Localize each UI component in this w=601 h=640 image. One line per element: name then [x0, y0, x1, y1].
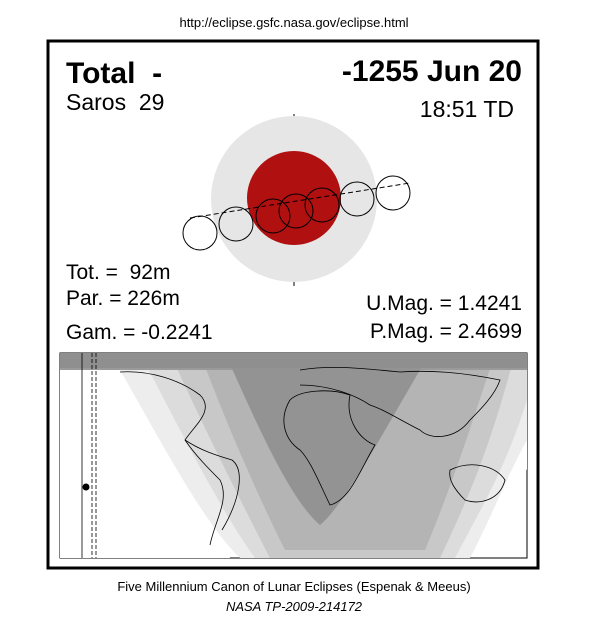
saros: Saros 29	[66, 89, 164, 115]
eclipse-type: Total -	[66, 57, 162, 90]
frame	[46, 39, 540, 570]
umbral-mag: U.Mag. = 1.4241	[366, 292, 522, 315]
eclipse-date: -1255 Jun 20	[342, 55, 522, 88]
url: http://eclipse.gsfc.nasa.gov/eclipse.htm…	[179, 15, 408, 30]
sub-lunar-point	[82, 483, 90, 491]
totality: Tot. = 92m	[66, 261, 170, 284]
umbra	[247, 151, 341, 245]
gamma: Gam. = -0.2241	[66, 321, 213, 344]
time: 18:51 TD	[420, 96, 514, 122]
footer-title: Five Millennium Canon of Lunar Eclipses …	[117, 579, 470, 594]
footer-reference: NASA TP-2009-214172	[226, 599, 363, 614]
moon-path	[189, 182, 411, 219]
penumbral-mag: P.Mag. = 2.4699	[370, 320, 522, 343]
shadow-diagram	[182, 114, 411, 286]
partial: Par. = 226m	[66, 287, 180, 310]
moon-positions	[182, 175, 411, 251]
coastlines	[119, 366, 506, 546]
world-map	[59, 352, 528, 559]
